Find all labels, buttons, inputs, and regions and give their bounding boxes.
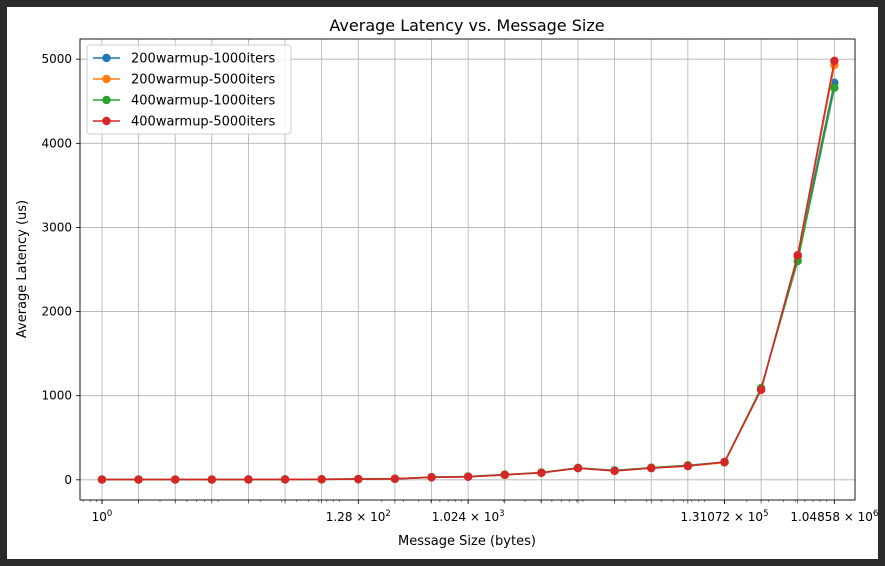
data-point <box>463 472 473 481</box>
data-point <box>647 463 656 473</box>
data-point <box>170 475 180 484</box>
plot-area-border <box>79 38 856 501</box>
legend-entry: 400warmup-5000iters <box>93 115 276 130</box>
data-point <box>720 457 729 467</box>
y-tick-label: 4000 <box>41 136 72 150</box>
line-chart: Average Latency vs. Message Size 100 1.28… <box>15 16 878 549</box>
data-point <box>207 475 217 484</box>
data-point <box>500 470 509 480</box>
x-axis-label: Message Size (bytes) <box>398 534 536 549</box>
data-point <box>537 468 546 478</box>
data-point <box>134 475 143 484</box>
data-point <box>244 475 253 484</box>
data-point <box>97 475 107 484</box>
legend-entry: 400warmup-1000iters <box>93 94 276 109</box>
y-tick-label: 0 <box>64 473 72 487</box>
data-point <box>354 474 363 484</box>
data-point <box>427 473 436 482</box>
legend-label: 400warmup-1000iters <box>131 94 276 109</box>
data-point <box>793 250 802 260</box>
y-tick-label: 3000 <box>41 220 72 234</box>
chart-title: Average Latency vs. Message Size <box>329 16 604 35</box>
series-400warmup-5000iters <box>97 56 839 484</box>
y-axis-label: Average Latency (us) <box>15 200 30 338</box>
legend-marker <box>102 95 111 105</box>
y-tick-label: 1000 <box>41 389 72 403</box>
x-tick-label: 1.04858 × 106 <box>790 509 878 524</box>
legend-label: 200warmup-1000iters <box>131 52 276 67</box>
x-tick-label: 1.024 × 103 <box>432 509 505 524</box>
legend-label: 200warmup-5000iters <box>131 73 276 88</box>
y-tick-label: 2000 <box>41 305 72 319</box>
data-point <box>756 385 766 394</box>
data-point <box>830 56 839 66</box>
data-point <box>610 466 619 476</box>
x-axis-ticks: 100 1.28 × 102 1.024 × 103 1.31072 × 105 1.0… <box>82 500 878 524</box>
y-tick-label: 5000 <box>41 52 72 66</box>
data-point <box>317 475 326 484</box>
y-axis-ticks: 0 1000 2000 3000 4000 5000 <box>41 52 80 487</box>
data-point <box>830 83 839 92</box>
data-point <box>573 464 583 473</box>
data-point <box>683 461 693 471</box>
legend-entry: 200warmup-5000iters <box>93 73 276 88</box>
data-point <box>390 474 400 484</box>
x-tick-label: 100 <box>92 509 113 524</box>
legend-marker <box>102 116 111 126</box>
legend-entry: 200warmup-1000iters <box>93 52 276 67</box>
legend-label: 400warmup-5000iters <box>131 115 276 130</box>
series-layer <box>97 56 839 484</box>
figure: Average Latency vs. Message Size 100 1.28… <box>7 7 878 559</box>
x-tick-label: 1.28 × 102 <box>326 509 391 524</box>
legend-marker <box>102 53 111 63</box>
legend-marker <box>102 74 111 84</box>
legend-frame <box>86 44 292 135</box>
data-point <box>280 475 290 484</box>
legend: 200warmup-1000iters 200warmup-5000iters 40… <box>86 44 292 135</box>
x-tick-label: 1.31072 × 105 <box>680 509 768 524</box>
